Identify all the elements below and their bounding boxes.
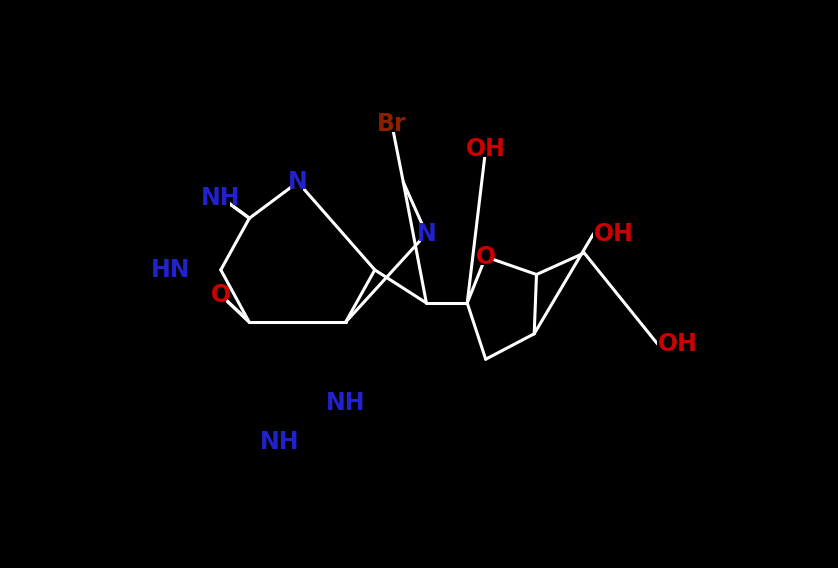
Text: O: O	[210, 283, 230, 307]
Text: OH: OH	[657, 332, 697, 356]
FancyBboxPatch shape	[477, 141, 494, 157]
Text: O: O	[476, 245, 496, 269]
FancyBboxPatch shape	[657, 336, 675, 352]
Text: N: N	[288, 170, 308, 194]
Text: NH: NH	[326, 391, 365, 415]
Text: NH: NH	[261, 429, 300, 454]
Text: N: N	[416, 222, 437, 246]
Text: NH: NH	[201, 186, 241, 210]
FancyBboxPatch shape	[173, 262, 190, 278]
Text: HN: HN	[151, 258, 190, 282]
FancyBboxPatch shape	[593, 225, 611, 242]
Text: Br: Br	[377, 111, 406, 136]
FancyBboxPatch shape	[422, 225, 432, 242]
FancyBboxPatch shape	[212, 189, 230, 206]
Text: OH: OH	[593, 222, 634, 246]
FancyBboxPatch shape	[480, 249, 491, 265]
FancyBboxPatch shape	[215, 287, 226, 303]
FancyBboxPatch shape	[383, 115, 401, 132]
FancyBboxPatch shape	[292, 174, 303, 190]
FancyBboxPatch shape	[272, 433, 289, 450]
FancyBboxPatch shape	[337, 395, 354, 411]
Text: OH: OH	[466, 137, 505, 161]
